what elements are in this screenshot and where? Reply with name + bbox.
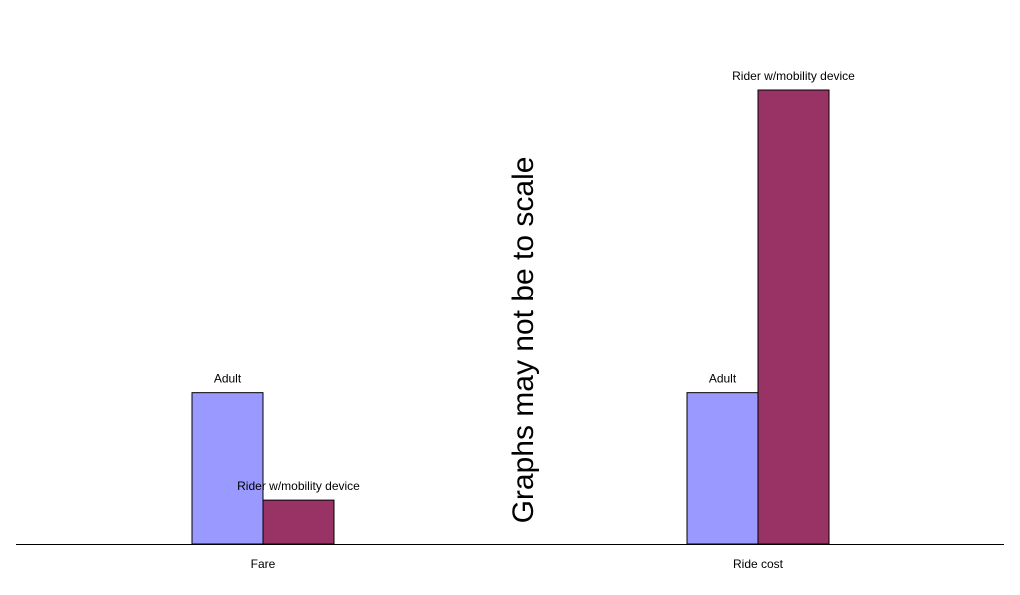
bar-ride-cost-0 (686, 392, 759, 545)
labels-layer: Adult Rider w/mobility device Adult Rider w… (214, 69, 855, 493)
bar-fare-1 (262, 499, 335, 545)
x-tick-label: Ride cost (733, 557, 784, 571)
x-tick-labels: Fare Ride cost (251, 557, 784, 571)
bar-data-label: Rider w/mobility device (732, 69, 855, 83)
bar-ride-cost-1 (757, 89, 830, 545)
bar-fare-0 (191, 392, 264, 545)
bars-layer (191, 89, 830, 545)
scale-disclaimer-annotation: Graphs may not be to scale (507, 157, 540, 524)
x-tick-label: Fare (251, 557, 276, 571)
bar-data-label: Adult (709, 372, 737, 386)
bar-data-label: Rider w/mobility device (237, 479, 360, 493)
bar-data-label: Adult (214, 372, 242, 386)
